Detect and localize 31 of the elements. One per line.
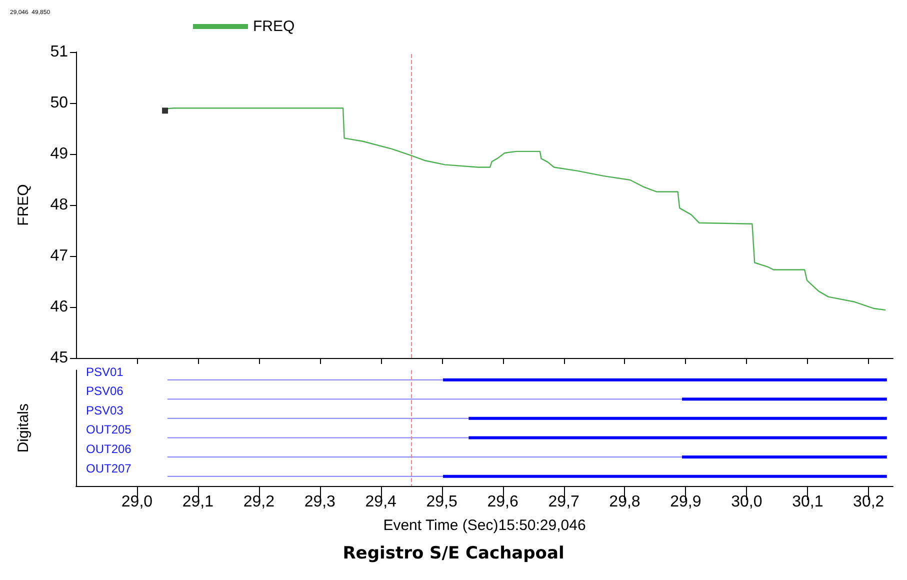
x-tick-label: 29,9 xyxy=(670,494,702,510)
y-tick-label: OUT207 xyxy=(86,461,132,476)
y-tick-label: 50 xyxy=(50,94,68,112)
y-tick-label: OUT205 xyxy=(86,422,132,437)
y-tick-label: 48 xyxy=(50,196,68,214)
x-tick-label: 29,2 xyxy=(243,494,275,510)
y-axis-title: Digitals xyxy=(15,403,32,453)
y-tick-label: PSV06 xyxy=(86,384,124,398)
y-tick-label: OUT206 xyxy=(86,442,132,456)
legend-label: FREQ xyxy=(253,18,295,35)
x-tick-label: 29,6 xyxy=(487,494,518,510)
x-tick-label: 29,3 xyxy=(304,494,336,510)
x-axis-title: Event Time (Sec)15:50:29,046 xyxy=(383,517,586,534)
y-tick-label: 51 xyxy=(50,44,68,60)
x-tick-label: 29,4 xyxy=(365,494,397,510)
y-tick-label: 45 xyxy=(50,350,68,366)
y-tick-label: PSV03 xyxy=(86,403,124,418)
y-tick-label: 47 xyxy=(50,248,68,264)
x-tick-label: 30,0 xyxy=(731,494,762,510)
y-tick-label: PSV01 xyxy=(86,364,124,379)
x-tick-label: 29,7 xyxy=(548,494,580,510)
x-tick-label: 30,1 xyxy=(792,494,824,510)
x-tick-label: 29,1 xyxy=(182,494,214,510)
text: Registro S/E Cachapoal xyxy=(342,544,564,564)
y-tick-label: 46 xyxy=(50,298,68,316)
y-axis-title: FREQ xyxy=(15,184,32,226)
x-tick-label: 29,0 xyxy=(121,494,153,510)
x-tick-label: 29,5 xyxy=(426,494,458,510)
x-tick-label: 30,2 xyxy=(853,494,884,510)
y-tick-label: 49 xyxy=(50,146,68,162)
x-tick-label: 29,8 xyxy=(609,494,640,510)
